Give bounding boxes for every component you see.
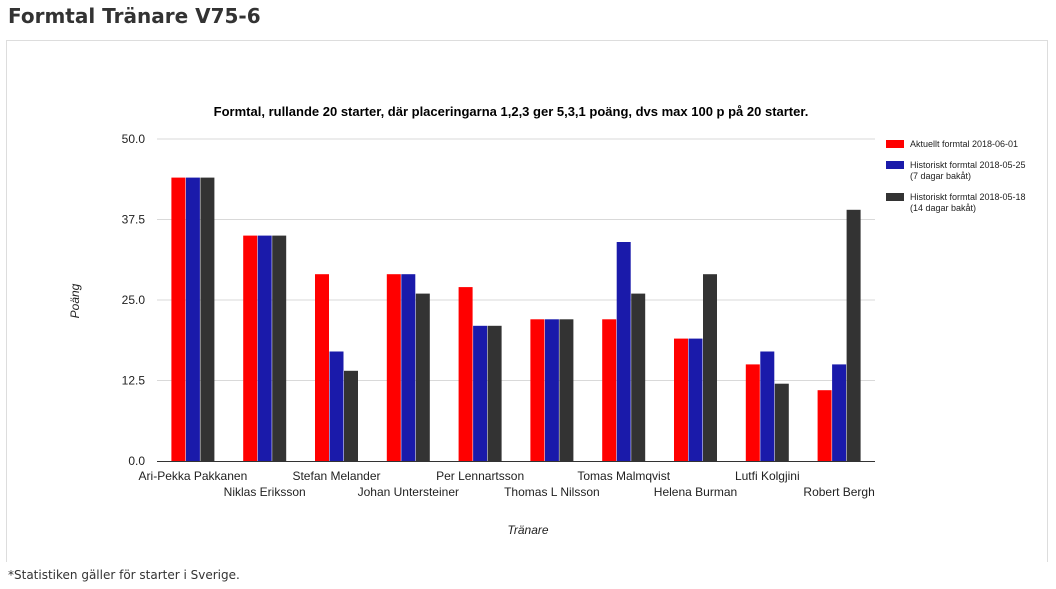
bar-2-per-lennartsson (473, 325, 488, 461)
bar-3-per-lennartsson (487, 325, 502, 461)
y-tick-label: 50.0 (122, 132, 146, 146)
bar-1-robert-bergh (817, 390, 832, 461)
bar-2-niklas-eriksson (257, 235, 272, 461)
x-axis-labels: Ari-Pekka Pakkanen Niklas Eriksson Stefan … (139, 469, 875, 499)
bar-3-niklas-eriksson (272, 235, 287, 461)
legend-label: Historiskt formtal 2018-05-25 (910, 160, 1026, 170)
y-tick-label: 25.0 (122, 293, 146, 307)
bar-2-thomas-l-nilsson (544, 319, 559, 461)
x-tick-label: Thomas L Nilsson (504, 485, 600, 499)
bar-3-stefan-melander (344, 370, 358, 461)
legend-swatch (886, 140, 904, 148)
bar-3-johan-untersteiner (415, 293, 430, 461)
bar-1-stefan-melander (315, 274, 329, 461)
bar-2-stefan-melander (329, 351, 344, 461)
bar-3-tomas-malmqvist (631, 293, 646, 461)
bar-2-helena-burman (688, 338, 703, 461)
legend-swatch (886, 193, 904, 201)
bar-1-niklas-eriksson (243, 235, 258, 461)
bar-1-tomas-malmqvist (602, 319, 617, 461)
bar-2-ari-pekka-pakkanen (185, 177, 200, 461)
page-title: Formtal Tränare V75-6 (8, 4, 261, 28)
x-tick-label: Lutfi Kolgjini (735, 469, 800, 483)
bar-2-johan-untersteiner (401, 274, 416, 461)
x-tick-label: Robert Bergh (803, 485, 874, 499)
bar-1-helena-burman (674, 338, 688, 461)
y-tick-label: 0.0 (128, 454, 145, 468)
x-tick-label: Niklas Eriksson (224, 485, 306, 499)
bar-3-lutfi-kolgjini (774, 383, 789, 461)
bar-3-ari-pekka-pakkanen (200, 177, 215, 461)
bar-2-lutfi-kolgjini (760, 351, 775, 461)
x-tick-label: Ari-Pekka Pakkanen (139, 469, 248, 483)
bar-1-johan-untersteiner (386, 274, 401, 461)
legend-swatch (886, 161, 904, 169)
legend-label: (14 dagar bakåt) (910, 203, 976, 213)
x-tick-label: Per Lennartsson (436, 469, 524, 483)
bar-2-robert-bergh (832, 364, 847, 461)
x-tick-label: Helena Burman (654, 485, 737, 499)
bar-3-robert-bergh (846, 209, 861, 461)
bar-1-lutfi-kolgjini (745, 364, 760, 461)
y-axis-ticks: 0.0 12.5 25.0 37.5 50.0 (122, 132, 146, 468)
y-axis-title: Poäng (68, 283, 82, 318)
x-tick-label: Johan Untersteiner (358, 485, 459, 499)
bar-2-tomas-malmqvist (616, 242, 631, 461)
footnote: *Statistiken gäller för starter i Sverig… (8, 568, 240, 582)
bar-1-thomas-l-nilsson (530, 319, 545, 461)
chart-container: Formtal, rullande 20 starter, där placer… (6, 40, 1048, 562)
bar-series-group (171, 177, 861, 461)
legend-label: (7 dagar bakåt) (910, 171, 971, 181)
x-tick-label: Tomas Malmqvist (577, 469, 670, 483)
y-tick-label: 37.5 (122, 213, 146, 227)
legend-label: Aktuellt formtal 2018-06-01 (910, 139, 1018, 149)
x-tick-label: Stefan Melander (292, 469, 380, 483)
bar-chart: Formtal, rullande 20 starter, där placer… (68, 104, 1026, 537)
legend-label: Historiskt formtal 2018-05-18 (910, 192, 1026, 202)
bar-1-ari-pekka-pakkanen (171, 177, 186, 461)
y-tick-label: 12.5 (122, 374, 146, 388)
bar-1-per-lennartsson (458, 287, 473, 461)
chart-title: Formtal, rullande 20 starter, där placer… (214, 104, 809, 119)
legend: Aktuellt formtal 2018-06-01 Historiskt fo… (886, 139, 1026, 213)
x-axis-title: Tränare (507, 523, 548, 537)
bar-3-thomas-l-nilsson (559, 319, 574, 461)
bar-3-helena-burman (703, 274, 717, 461)
